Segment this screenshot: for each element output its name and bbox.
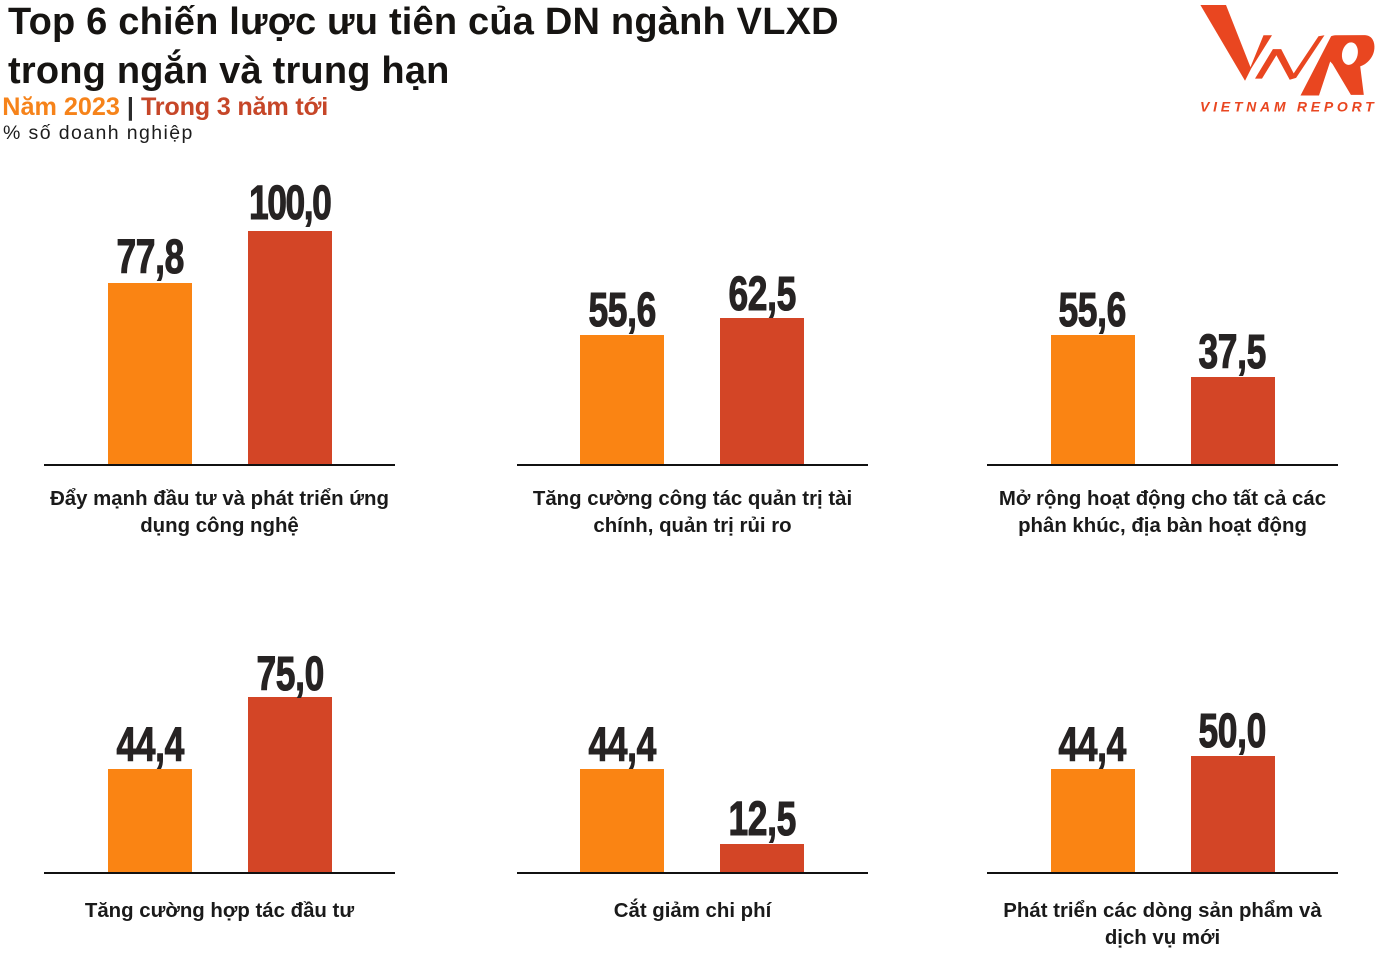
svg-text:VIETNAM REPORT: VIETNAM REPORT [1200, 99, 1377, 115]
